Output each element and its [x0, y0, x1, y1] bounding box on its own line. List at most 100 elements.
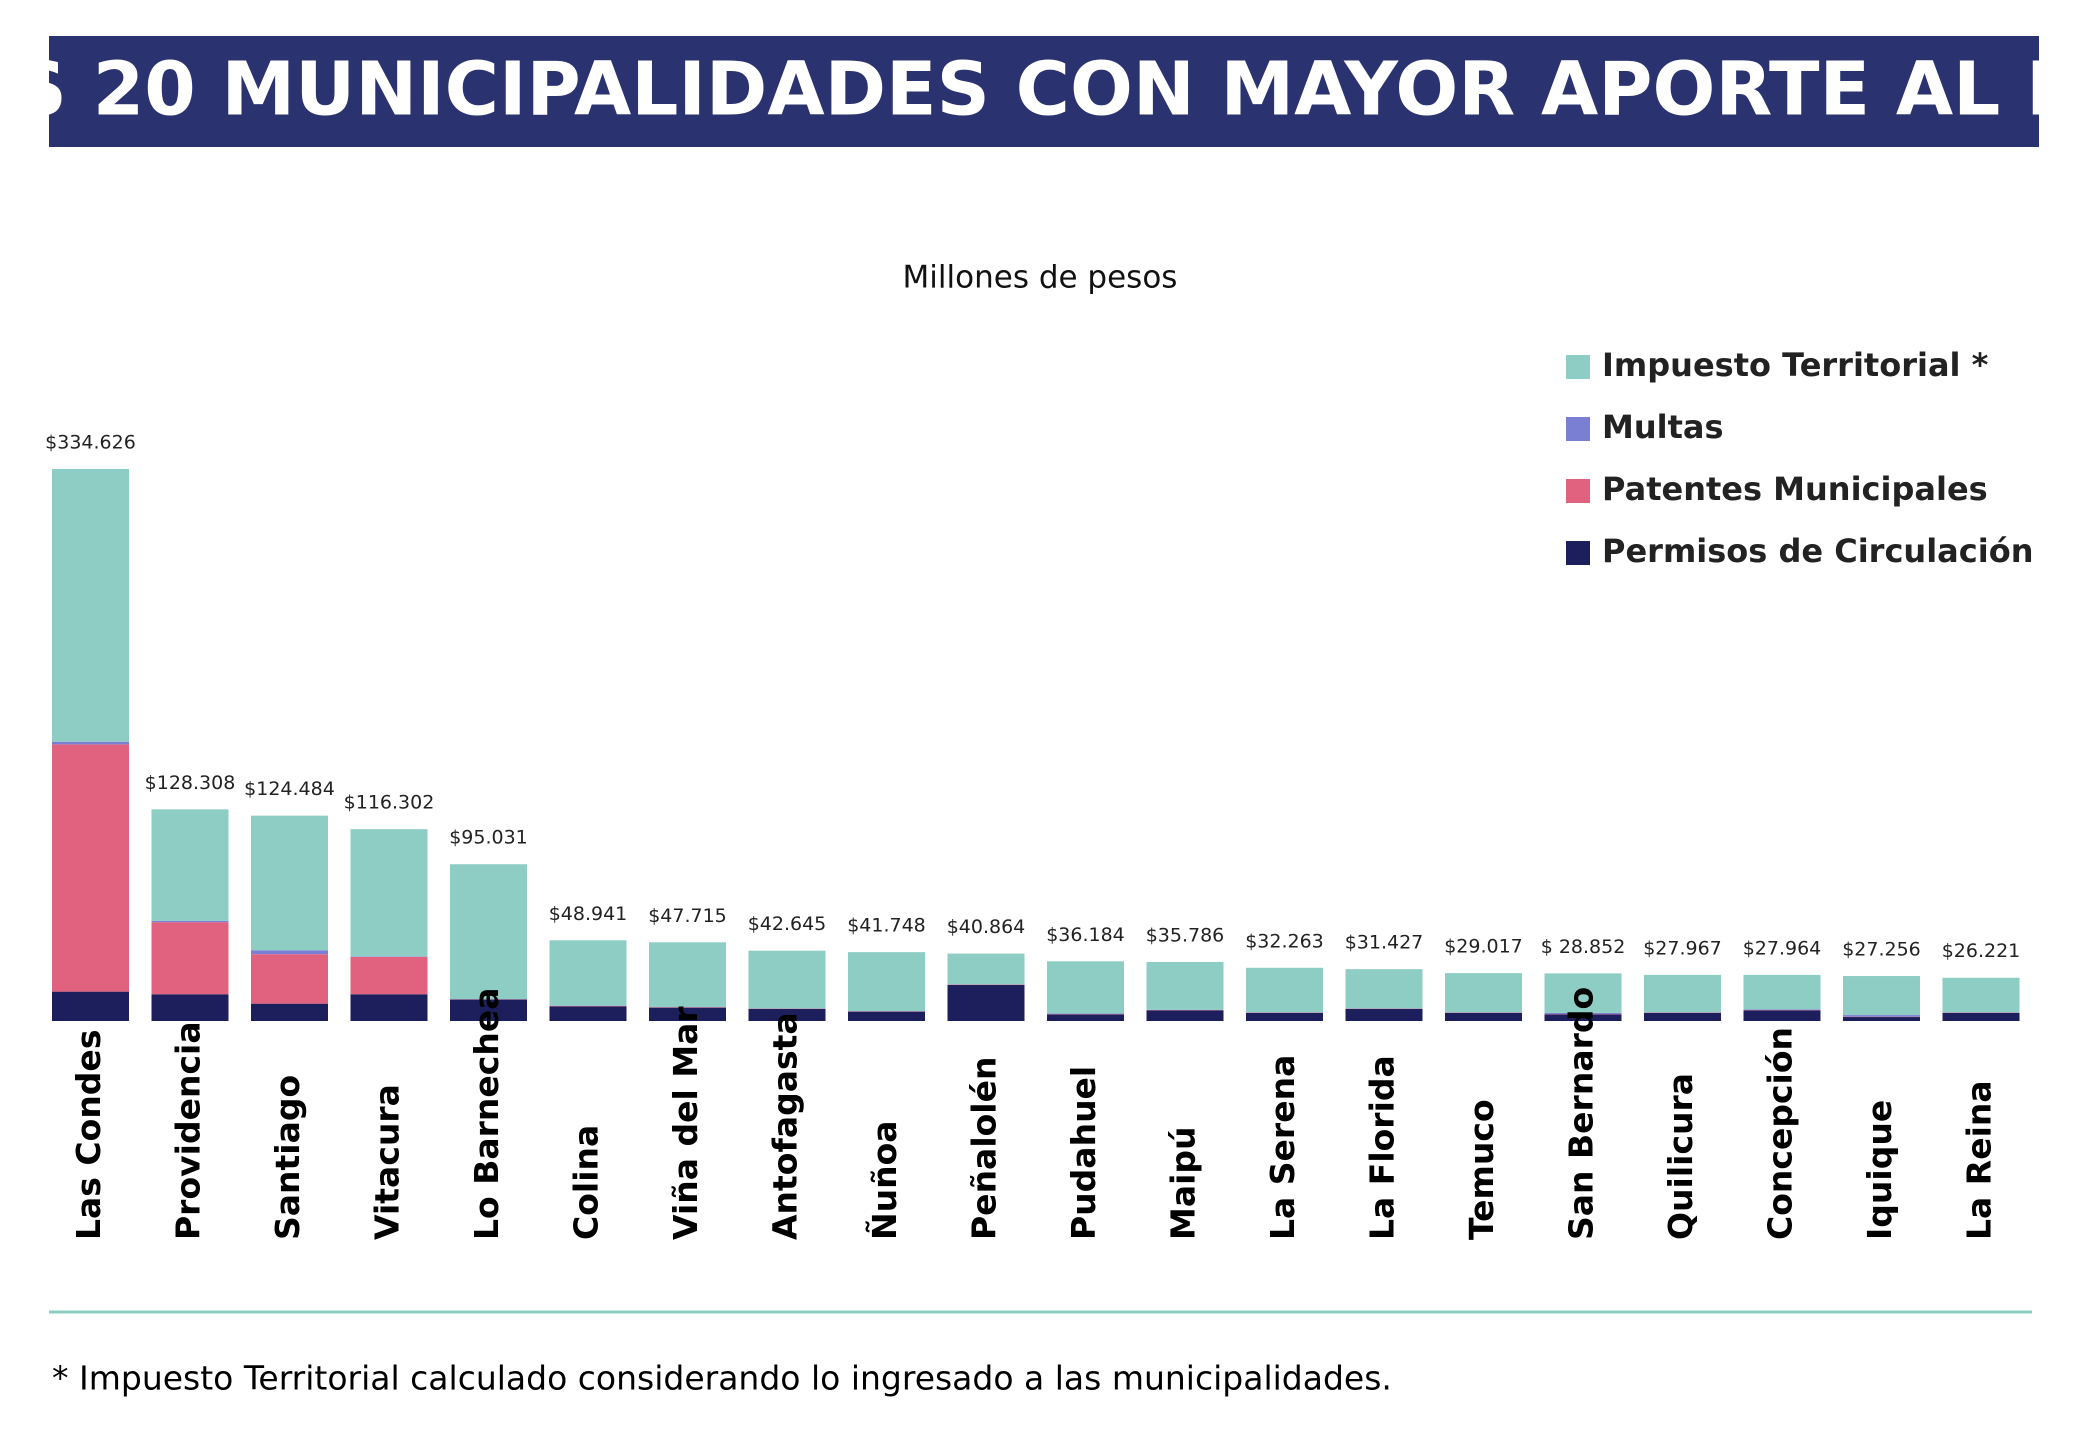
x-tick-label: Temuco — [1462, 1099, 1501, 1240]
bar-segment — [1146, 961, 1224, 1010]
bar-segment — [450, 864, 527, 1000]
total-label: $95.031 — [449, 827, 528, 849]
total-label: $128.308 — [145, 772, 236, 794]
legend-swatch — [1566, 417, 1590, 441]
bar-segment — [450, 999, 527, 1021]
x-tick-label: Providencia — [169, 1021, 208, 1240]
bar-segment — [151, 920, 229, 923]
bar-segment — [1246, 967, 1323, 1013]
bar-segment — [151, 994, 229, 1021]
legend-label: Permisos de Circulación — [1602, 532, 2033, 570]
bar-segment — [1743, 974, 1821, 1010]
total-label: $334.626 — [45, 432, 136, 454]
legend-label: Impuesto Territorial * — [1602, 346, 1989, 384]
bar-segment — [350, 829, 428, 957]
x-tick-label: Maipú — [1164, 1126, 1203, 1240]
bar-segment — [1544, 1012, 1622, 1015]
total-label: $47.715 — [648, 905, 727, 927]
x-tick-label: Vitacura — [368, 1084, 407, 1240]
bar-segment — [748, 1008, 826, 1021]
x-tick-label: Iquique — [1860, 1100, 1899, 1240]
total-label: $27.967 — [1643, 937, 1722, 959]
total-label: $42.645 — [748, 913, 827, 935]
total-label: $41.748 — [847, 915, 926, 937]
x-tick-label: Pudahuel — [1064, 1066, 1103, 1240]
x-tick-label: La Reina — [1960, 1080, 1999, 1240]
title-banner — [49, 36, 2039, 147]
bar-segment — [1445, 1012, 1522, 1021]
bar-segment — [1843, 1017, 1920, 1021]
total-label: $116.302 — [344, 792, 435, 814]
chart-title: L AS 20 MUNICIPALIDADES CON MAYOR APORTE… — [0, 47, 2077, 133]
total-label: $29.017 — [1444, 936, 1523, 958]
bar-segment — [848, 1011, 925, 1021]
total-label: $40.864 — [947, 916, 1026, 938]
bar-segment — [350, 994, 428, 1021]
bar-segment — [1345, 969, 1423, 1009]
bar-segment — [1843, 1015, 1920, 1017]
bar-segment — [151, 922, 229, 995]
x-tick-label: Santiago — [268, 1075, 307, 1240]
x-tick-label: Colina — [567, 1125, 606, 1240]
bar-segment — [151, 809, 229, 921]
total-label: $31.427 — [1345, 932, 1424, 954]
bar-segment — [52, 469, 129, 742]
bar-segment — [549, 1006, 627, 1021]
bar-segment — [251, 815, 328, 951]
bar-segment — [1445, 973, 1522, 1013]
total-label: $48.941 — [549, 903, 628, 925]
bar-segment — [649, 1007, 726, 1021]
x-tick-label: Viña del Mar — [666, 1006, 705, 1240]
total-label: $32.263 — [1245, 930, 1324, 952]
total-label: $27.256 — [1842, 939, 1921, 961]
bar-segment — [350, 956, 428, 995]
x-tick-label: La Serena — [1263, 1055, 1302, 1240]
bar-segment — [1544, 1014, 1622, 1021]
bar-segment — [1644, 1012, 1721, 1021]
bar-segment — [549, 940, 627, 1006]
x-tick-label: La Florida — [1363, 1055, 1402, 1240]
bar-segment — [1743, 1010, 1821, 1021]
bar-segment — [1047, 961, 1124, 1014]
bar-segment — [1246, 1012, 1323, 1021]
bar-segment — [1345, 1008, 1423, 1021]
bar-segment — [52, 991, 129, 1021]
bar-segment — [251, 954, 328, 1004]
chart-subtitle: Millones de pesos — [903, 260, 1178, 296]
bar-segment — [52, 741, 129, 745]
total-label: $124.484 — [244, 778, 335, 800]
legend-swatch — [1566, 541, 1590, 565]
legend-swatch — [1566, 479, 1590, 503]
bar-segment — [251, 1003, 328, 1021]
legend-swatch — [1566, 355, 1590, 379]
bar-segment — [1942, 1012, 2020, 1021]
total-label: $26.221 — [1942, 940, 2021, 962]
total-label: $36.184 — [1046, 924, 1125, 946]
bar-segment — [649, 942, 726, 1007]
bar-segment — [1544, 973, 1622, 1013]
bar-segment — [251, 950, 328, 955]
x-tick-label: Las Condes — [69, 1030, 108, 1240]
legend-label: Multas — [1602, 408, 1724, 446]
footnote: * Impuesto Territorial calculado conside… — [52, 1359, 1392, 1398]
x-tick-label: San Bernardo — [1562, 987, 1601, 1240]
bar-segment — [52, 744, 129, 992]
total-label: $27.964 — [1743, 937, 1822, 959]
x-tick-label: Antofagasta — [766, 1012, 805, 1240]
bar-segment — [947, 953, 1025, 985]
x-tick-label: Lo Barnechea — [467, 988, 506, 1240]
bar-segment — [1843, 976, 1920, 1016]
bar-segment — [1644, 974, 1721, 1013]
bar-segment — [1047, 1014, 1124, 1021]
x-tick-label: Peñalolén — [965, 1057, 1004, 1241]
total-label: $35.786 — [1146, 924, 1225, 946]
total-label: $ 28.852 — [1541, 936, 1626, 958]
bar-segment — [1146, 1010, 1224, 1021]
x-tick-label: Ñuñoa — [864, 1120, 904, 1240]
bar-segment — [748, 950, 826, 1009]
bar-segment — [1743, 1009, 1821, 1010]
x-tick-label: Quilicura — [1661, 1073, 1700, 1240]
legend-label: Patentes Municipales — [1602, 470, 1988, 508]
bar-segment — [947, 984, 1025, 1021]
